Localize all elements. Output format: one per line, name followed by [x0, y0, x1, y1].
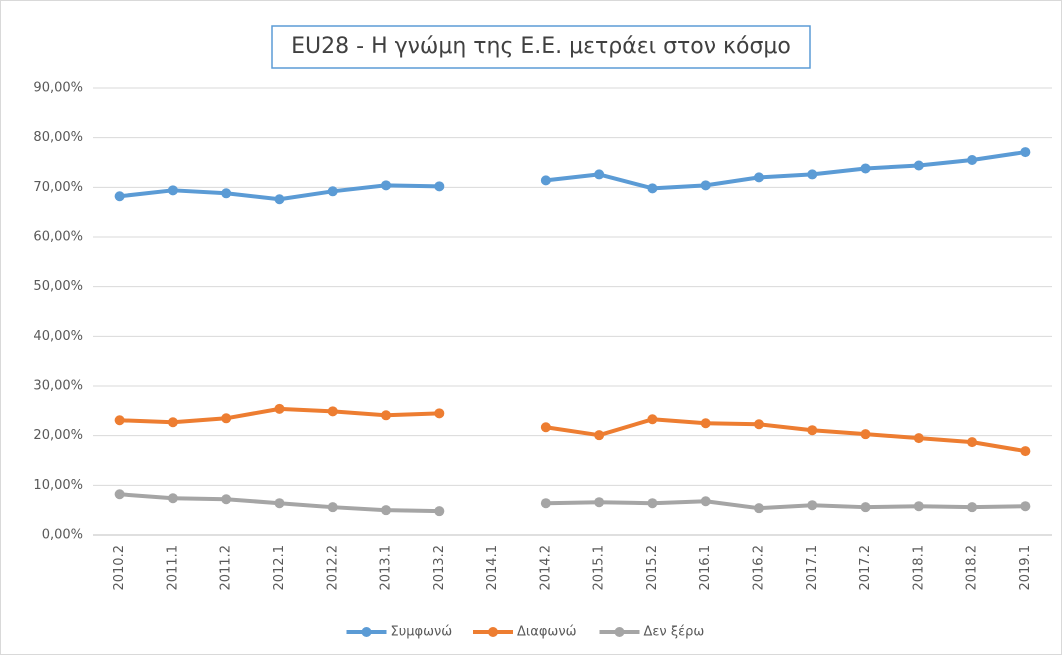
data-point: [381, 505, 392, 516]
data-point: [221, 188, 232, 199]
data-point: [807, 425, 818, 436]
x-tick-label: 2018.1: [911, 545, 926, 591]
x-tick-label: 2010.2: [112, 545, 127, 591]
data-point: [753, 503, 764, 514]
data-point: [807, 169, 818, 180]
data-point: [434, 181, 445, 192]
x-tick-label: 2013.2: [432, 545, 447, 591]
x-tick-label: 2012.2: [325, 545, 340, 591]
data-point: [860, 502, 871, 513]
data-point: [807, 500, 818, 511]
data-point: [274, 498, 285, 509]
x-tick-label: 2016.2: [751, 545, 766, 591]
legend-label: Δεν ξέρω: [644, 625, 705, 640]
data-point: [327, 186, 338, 197]
y-tick-label: 20,00%: [33, 428, 83, 443]
legend-marker: [361, 627, 372, 637]
y-tick-label: 30,00%: [33, 379, 83, 394]
y-tick-label: 70,00%: [33, 180, 83, 195]
data-point: [913, 160, 924, 171]
x-tick-label: 2015.2: [645, 545, 660, 591]
x-tick-label: 2014.1: [485, 545, 500, 591]
x-tick-label: 2013.1: [379, 545, 394, 591]
data-point: [274, 194, 285, 205]
data-point: [434, 506, 445, 517]
data-point: [221, 413, 232, 424]
data-point: [540, 422, 551, 433]
data-point: [327, 406, 338, 417]
data-point: [434, 408, 445, 419]
legend-label: Διαφωνώ: [517, 625, 576, 640]
y-tick-label: 90,00%: [33, 81, 83, 96]
y-tick-label: 40,00%: [33, 329, 83, 344]
data-point: [114, 415, 125, 426]
data-point: [753, 172, 764, 183]
data-point: [913, 433, 924, 444]
data-point: [381, 410, 392, 421]
data-point: [1020, 446, 1031, 457]
data-point: [274, 403, 285, 414]
data-point: [114, 191, 125, 202]
x-tick-label: 2014.2: [538, 545, 553, 591]
data-point: [594, 169, 605, 180]
data-point: [700, 418, 711, 429]
x-tick-label: 2017.2: [858, 545, 873, 591]
data-point: [647, 183, 658, 194]
data-point: [594, 430, 605, 441]
data-point: [967, 155, 978, 166]
y-tick-label: 10,00%: [33, 478, 83, 493]
x-tick-label: 2012.1: [272, 545, 287, 591]
legend-label: Συμφωνώ: [391, 625, 453, 640]
data-point: [860, 163, 871, 174]
data-point: [167, 417, 178, 428]
x-tick-label: 2011.2: [219, 545, 234, 591]
data-point: [381, 180, 392, 191]
data-point: [114, 489, 125, 500]
data-point: [700, 496, 711, 507]
data-point: [221, 494, 232, 505]
y-tick-label: 80,00%: [33, 130, 83, 145]
data-point: [967, 502, 978, 513]
chart-title: EU28 - Η γνώμη της Ε.Ε. μετράει στον κόσ…: [291, 34, 791, 59]
data-point: [647, 414, 658, 425]
data-point: [647, 498, 658, 509]
data-point: [753, 419, 764, 430]
x-tick-label: 2017.1: [805, 545, 820, 591]
y-tick-label: 0,00%: [42, 528, 83, 543]
data-point: [540, 498, 551, 509]
data-point: [1020, 501, 1031, 512]
x-tick-label: 2018.2: [965, 545, 980, 591]
data-point: [327, 502, 338, 513]
legend-marker: [614, 627, 625, 637]
data-point: [167, 185, 178, 196]
y-tick-label: 50,00%: [33, 279, 83, 294]
data-point: [594, 497, 605, 508]
data-point: [1020, 147, 1031, 158]
legend-marker: [488, 627, 498, 637]
data-point: [540, 175, 551, 186]
data-point: [913, 501, 924, 512]
y-tick-label: 60,00%: [33, 230, 83, 245]
x-tick-label: 2019.1: [1018, 545, 1033, 591]
x-tick-label: 2016.1: [698, 545, 713, 591]
data-point: [860, 429, 871, 440]
x-tick-label: 2011.1: [165, 545, 180, 591]
data-point: [967, 437, 978, 448]
title-box: [271, 25, 811, 69]
x-tick-label: 2015.1: [592, 545, 607, 591]
data-point: [167, 493, 178, 504]
data-point: [700, 180, 711, 191]
